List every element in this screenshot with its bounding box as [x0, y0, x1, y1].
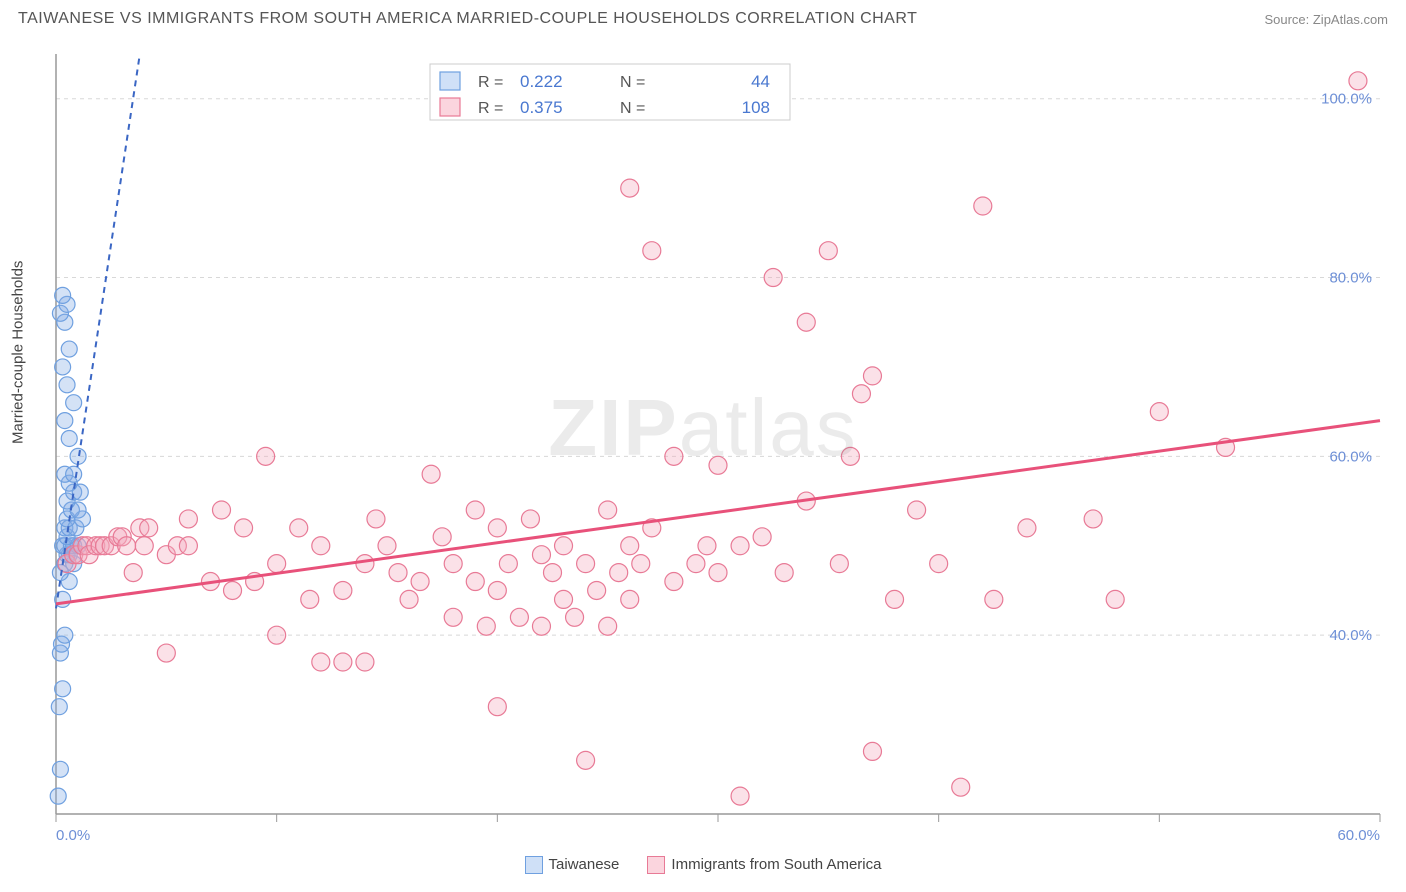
svg-text:N =: N = — [620, 100, 645, 117]
legend-item: Immigrants from South America — [647, 856, 881, 874]
svg-text:60.0%: 60.0% — [1337, 827, 1380, 844]
svg-text:40.0%: 40.0% — [1329, 627, 1372, 644]
svg-text:R =: R = — [478, 100, 503, 117]
svg-text:80.0%: 80.0% — [1329, 270, 1372, 287]
legend-swatch — [647, 856, 665, 874]
legend-item: Taiwanese — [525, 856, 620, 874]
y-axis-label: Married-couple Households — [10, 261, 27, 444]
source-label: Source: ZipAtlas.com — [1264, 12, 1388, 27]
legend-swatch — [525, 856, 543, 874]
chart-title: TAIWANESE VS IMMIGRANTS FROM SOUTH AMERI… — [18, 10, 917, 28]
svg-text:0.0%: 0.0% — [56, 827, 90, 844]
svg-text:0.222: 0.222 — [520, 72, 563, 91]
legend-label: Immigrants from South America — [671, 856, 881, 873]
svg-text:0.375: 0.375 — [520, 98, 563, 117]
svg-text:100.0%: 100.0% — [1321, 91, 1372, 108]
legend-label: Taiwanese — [549, 856, 620, 873]
svg-text:R =: R = — [478, 74, 503, 91]
chart-area: Married-couple Households ZIPatlas 40.0%… — [0, 34, 1406, 854]
svg-text:60.0%: 60.0% — [1329, 448, 1372, 465]
svg-text:44: 44 — [751, 72, 770, 91]
bottom-legend: Taiwanese Immigrants from South America — [0, 854, 1406, 874]
svg-text:N =: N = — [620, 74, 645, 91]
scatter-chart: 40.0% 60.0% 80.0% 100.0% 0.0% 60.0% R = 0.222 N … — [0, 34, 1406, 854]
svg-text:108: 108 — [742, 98, 770, 117]
